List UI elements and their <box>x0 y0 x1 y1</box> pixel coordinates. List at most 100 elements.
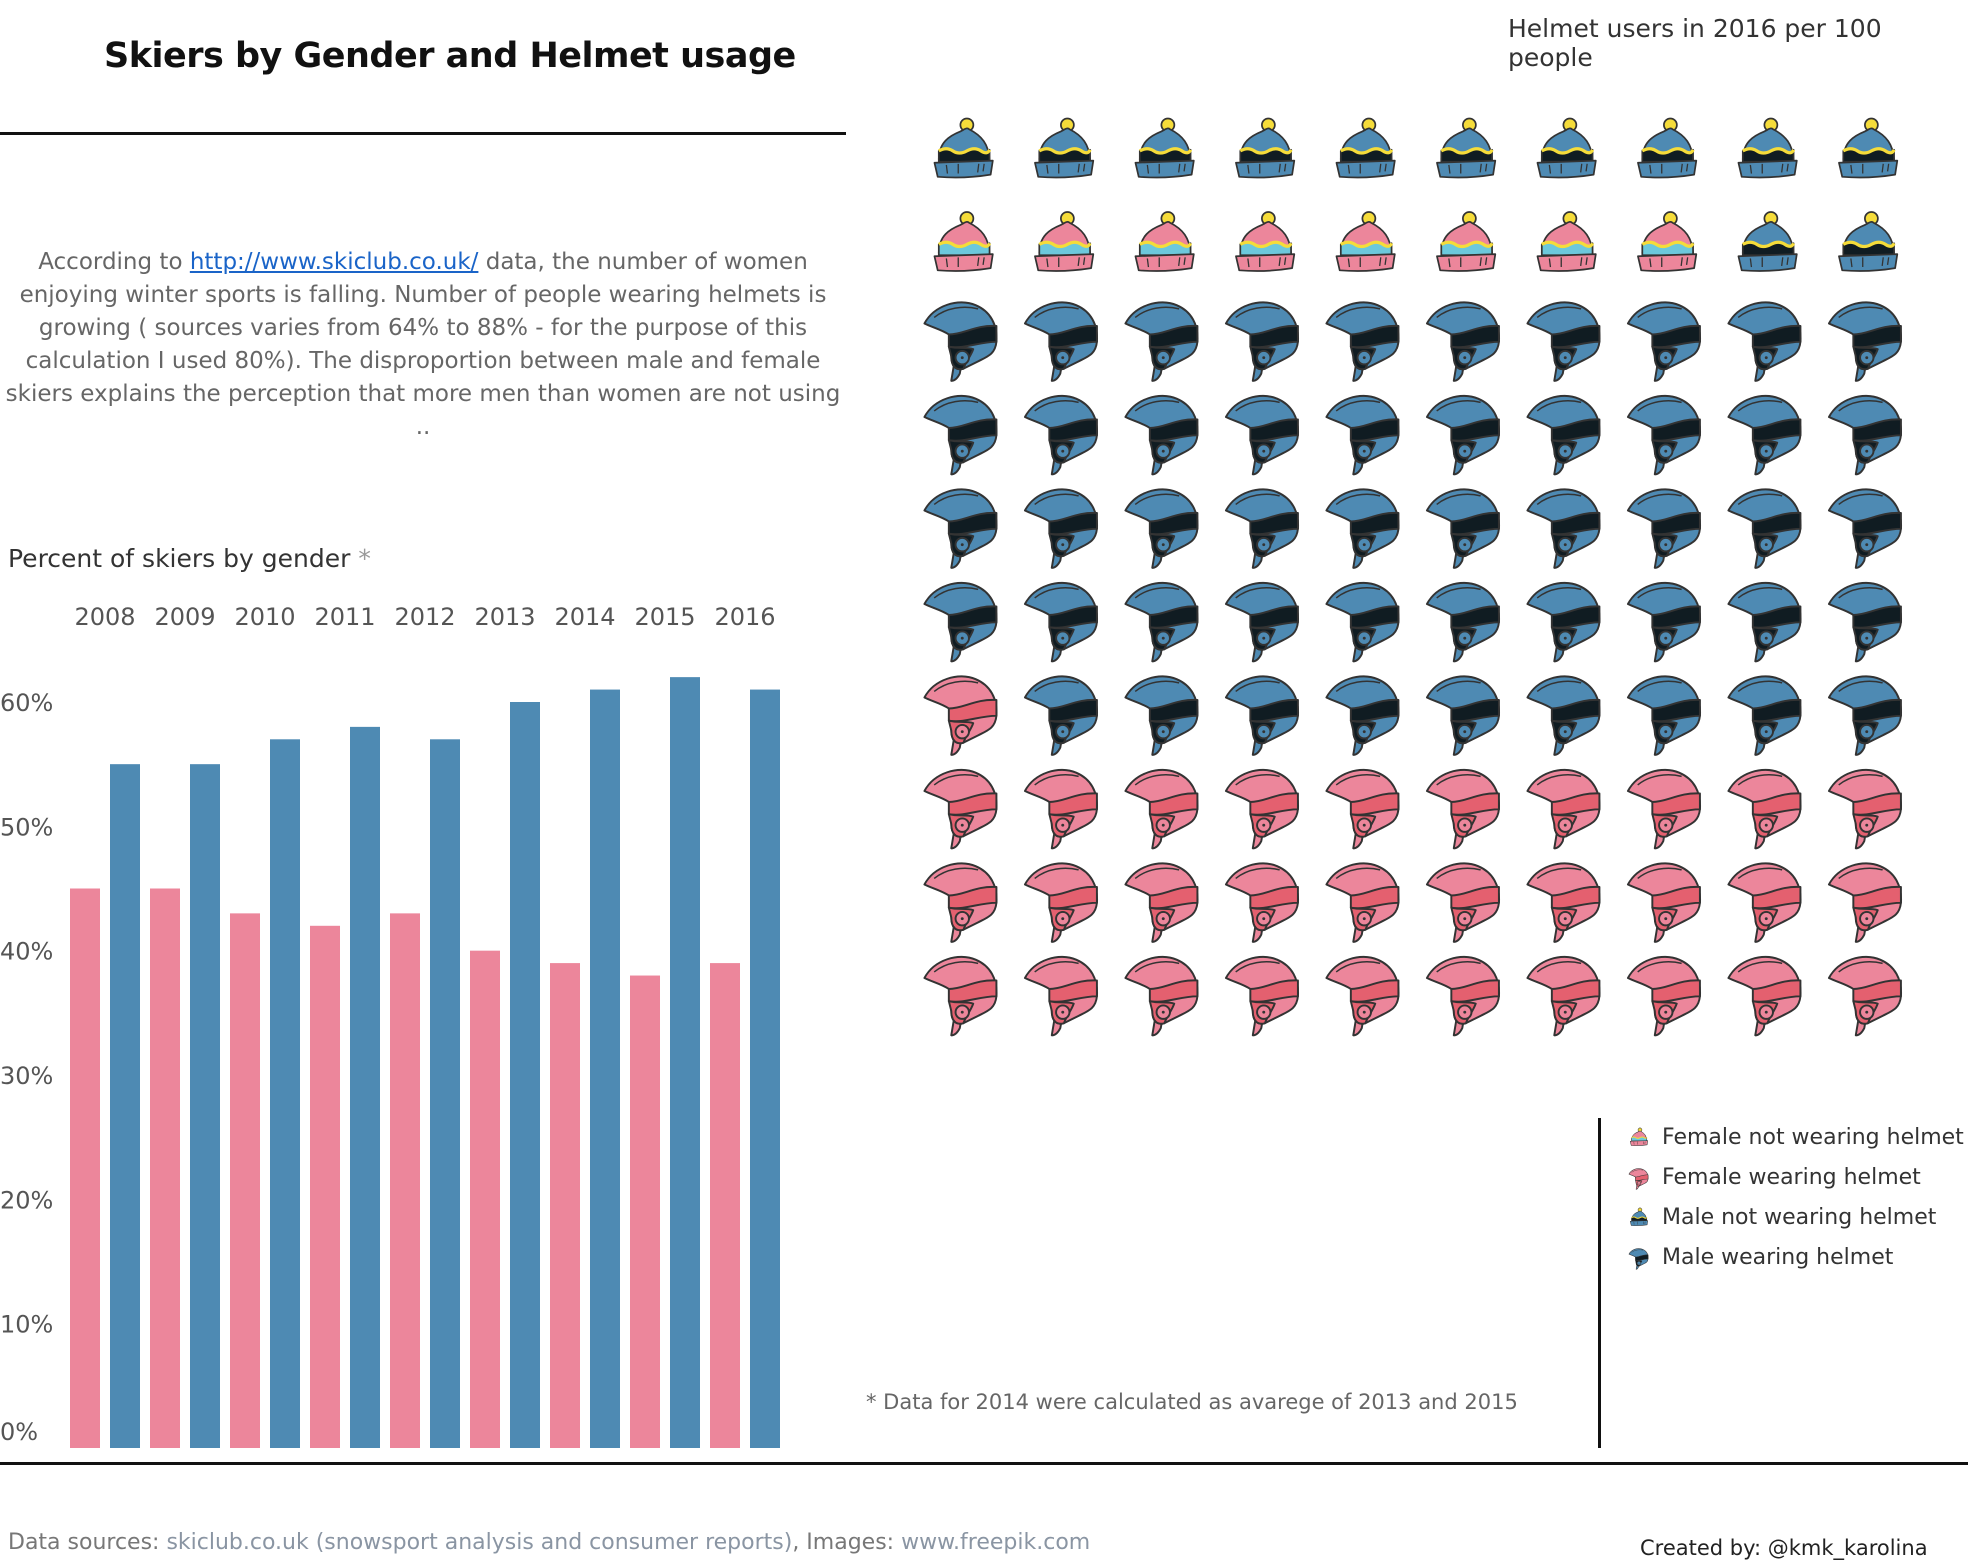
male-helmet-icon <box>1325 301 1400 382</box>
gender-bar-chart: 2008 2009 2010 2011 2012 2013 2014 2015 2016 0% 10… <box>0 603 780 1449</box>
y-tick-label: 60% <box>0 689 53 717</box>
male-helmet-icon <box>1827 301 1902 382</box>
female-bar-2010[interactable] <box>230 913 260 1448</box>
female-helmet-icon <box>1727 955 1802 1037</box>
male-hat-icon <box>933 117 994 179</box>
male-bar-2011[interactable] <box>350 726 380 1448</box>
female-helmet-icon <box>923 862 998 943</box>
male-helmet-icon <box>1727 675 1802 756</box>
legend-label: Male not wearing helmet <box>1662 1205 1937 1230</box>
female-helmet-icon <box>1526 768 1601 850</box>
male-helmet-icon <box>1325 581 1400 663</box>
male-bar-2015[interactable] <box>670 677 700 1448</box>
female-bar-2013[interactable] <box>470 950 500 1448</box>
legend-item[interactable]: Female wearing helmet <box>1628 1165 1921 1190</box>
female-helmet-icon <box>1628 1167 1649 1190</box>
female-helmet-icon <box>1425 768 1500 850</box>
male-helmet-icon <box>1827 488 1902 569</box>
legend-label: Female not wearing helmet <box>1662 1125 1964 1150</box>
male-hat-icon <box>1134 117 1195 179</box>
female-helmet-icon <box>1827 862 1902 943</box>
female-helmet-icon <box>1023 955 1098 1037</box>
male-helmet-icon <box>1626 675 1701 756</box>
male-bar-2014[interactable] <box>590 689 620 1448</box>
data-sources: Data sources: skiclub.co.uk (snowsport a… <box>8 1530 1090 1555</box>
male-helmet-icon <box>923 581 998 663</box>
pictogram-title: Helmet users in 2016 per 100 people <box>1508 14 1882 72</box>
x-tick-label: 2015 <box>634 603 695 631</box>
female-bar-2014[interactable] <box>550 963 580 1448</box>
female-helmet-icon <box>1727 768 1802 850</box>
y-tick-label: 0% <box>0 1418 38 1446</box>
male-helmet-icon <box>1224 394 1299 476</box>
legend-item[interactable]: Female not wearing helmet <box>1628 1125 1964 1150</box>
male-helmet-icon <box>1325 488 1400 569</box>
female-helmet-icon <box>1023 862 1098 943</box>
male-helmet-icon <box>923 488 998 569</box>
male-helmet-icon <box>1526 301 1601 382</box>
images-label: , Images: <box>792 1530 902 1555</box>
male-helmet-icon <box>1727 394 1802 476</box>
male-bar-2013[interactable] <box>510 702 540 1448</box>
bar-chart-title-text: Percent of skiers by gender <box>8 544 351 573</box>
male-helmet-icon <box>923 301 998 382</box>
female-hat-icon <box>1436 211 1497 272</box>
female-helmet-icon <box>1425 862 1500 943</box>
male-helmet-icon <box>1023 301 1098 382</box>
male-helmet-icon <box>1124 675 1199 756</box>
male-bar-2016[interactable] <box>750 689 780 1448</box>
male-helmet-icon <box>1526 581 1601 663</box>
female-helmet-icon <box>1626 768 1701 850</box>
footnote: * Data for 2014 were calculated as avare… <box>866 1390 1518 1414</box>
x-tick-label: 2014 <box>554 603 615 631</box>
female-helmet-icon <box>1124 862 1199 943</box>
male-helmet-icon <box>1526 394 1601 476</box>
y-tick-label: 30% <box>0 1062 53 1090</box>
female-bar-2012[interactable] <box>390 913 420 1448</box>
male-helmet-icon <box>1727 301 1802 382</box>
y-tick-label: 50% <box>0 813 53 841</box>
intro-line2: enjoying winter sports is falling. Numbe… <box>19 282 827 308</box>
male-helmet-icon <box>1124 581 1199 663</box>
x-tick-label: 2009 <box>154 603 215 631</box>
female-helmet-icon <box>1124 955 1199 1037</box>
title-divider <box>0 132 846 135</box>
female-bar-2011[interactable] <box>310 925 340 1448</box>
male-hat-icon <box>1838 211 1899 272</box>
skiclub-link[interactable]: http://www.skiclub.co.uk/ <box>189 249 479 275</box>
sources-text: skiclub.co.uk (snowsport analysis and co… <box>166 1530 793 1555</box>
female-helmet-icon <box>1325 862 1400 943</box>
male-bar-2009[interactable] <box>190 764 220 1448</box>
dashboard-title: Skiers by Gender and Helmet usage <box>104 36 796 76</box>
female-bar-2016[interactable] <box>710 963 740 1448</box>
female-helmet-icon <box>1425 955 1500 1037</box>
male-helmet-icon <box>1124 301 1199 382</box>
male-helmet-icon <box>1224 675 1299 756</box>
male-helmet-icon <box>1124 394 1199 476</box>
female-bar-2008[interactable] <box>70 888 100 1449</box>
male-helmet-icon <box>1827 581 1902 663</box>
intro-line5: skiers explains the perception that more… <box>5 381 841 440</box>
female-hat-icon <box>1629 1127 1649 1146</box>
legend-item[interactable]: Male not wearing helmet <box>1628 1205 1936 1230</box>
legend-item[interactable]: Male wearing helmet <box>1628 1245 1893 1270</box>
male-hat-icon <box>1838 117 1899 179</box>
x-tick-label: 2013 <box>474 603 535 631</box>
male-bar-2008[interactable] <box>110 764 140 1448</box>
helmet-pictogram <box>923 117 1902 1037</box>
female-helmet-icon <box>1727 862 1802 943</box>
x-tick-label: 2016 <box>714 603 775 631</box>
male-helmet-icon <box>1626 394 1701 476</box>
male-helmet-icon <box>1626 301 1701 382</box>
male-helmet-icon <box>1224 581 1299 663</box>
female-hat-icon <box>1235 211 1296 272</box>
male-helmet-icon <box>1626 581 1701 663</box>
female-bar-2009[interactable] <box>150 888 180 1449</box>
male-bar-2012[interactable] <box>430 739 460 1448</box>
female-bar-2015[interactable] <box>630 975 660 1448</box>
female-helmet-icon <box>1526 955 1601 1037</box>
male-helmet-icon <box>1827 394 1902 476</box>
male-bar-2010[interactable] <box>270 739 300 1448</box>
x-tick-label: 2012 <box>394 603 455 631</box>
female-hat-icon <box>1034 211 1095 272</box>
